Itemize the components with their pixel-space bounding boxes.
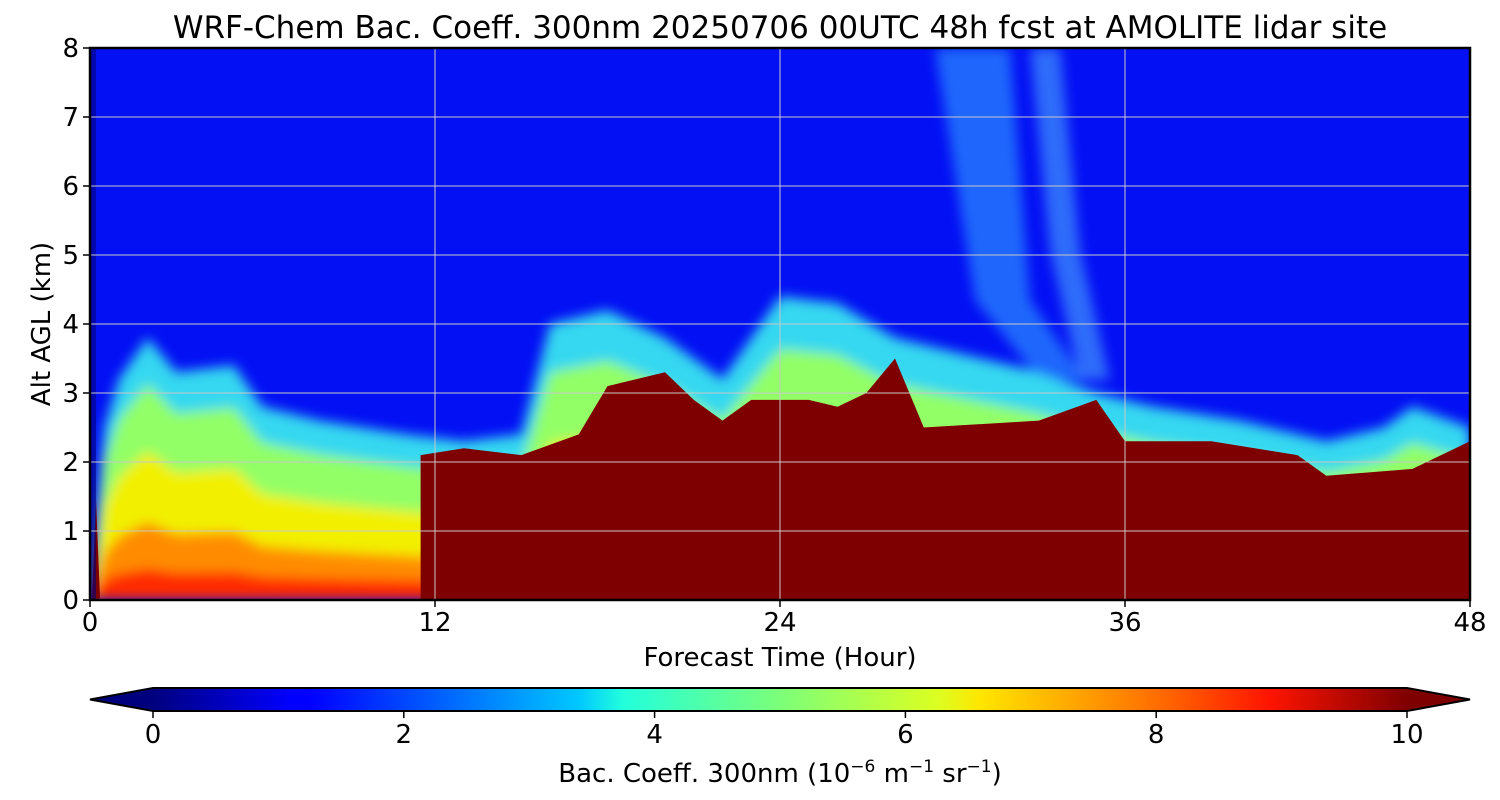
upper-cyan-streak	[935, 48, 1085, 380]
x-axis: 0 12 24 36 48	[82, 600, 1487, 638]
y-tick-label-2: 2	[62, 448, 79, 478]
colorbar-tick-label-5: 10	[1390, 720, 1423, 750]
colorbar-tick-label-0: 0	[145, 720, 162, 750]
gridlines	[90, 48, 1470, 600]
y-axis-label: Alt AGL (km)	[27, 242, 57, 406]
y-tick-label-6: 6	[62, 172, 79, 202]
x-tick-label-1: 12	[418, 608, 451, 638]
y-tick-label-8: 8	[62, 34, 79, 64]
x-tick-label-0: 0	[82, 608, 99, 638]
y-tick-label-3: 3	[62, 379, 79, 409]
chart-title: WRF-Chem Bac. Coeff. 300nm 20250706 00UT…	[173, 10, 1387, 46]
y-tick-label-4: 4	[62, 310, 79, 340]
colorbar-extend-high	[1407, 688, 1470, 711]
y-tick-label-7: 7	[62, 103, 79, 133]
x-tick-label-3: 36	[1108, 608, 1141, 638]
dense-dark-red-layer	[420, 358, 1470, 600]
colorbar-tick-label-3: 6	[897, 720, 914, 750]
x-tick-label-4: 48	[1453, 608, 1486, 638]
colorbar-tick-label-1: 2	[396, 720, 413, 750]
upper-light-streak	[1030, 48, 1110, 380]
x-tick-label-2: 24	[763, 608, 796, 638]
colorbar: 0 2 4 6 8 10 Bac. Coeff. 300nm (10−6 m−1 sr−1…	[89, 687, 1471, 789]
y-tick-label-1: 1	[62, 517, 79, 547]
colorbar-extend-low	[90, 688, 153, 711]
colorbar-tick-label-2: 4	[646, 720, 663, 750]
y-tick-label-0: 0	[62, 586, 79, 616]
x-axis-label: Forecast Time (Hour)	[643, 643, 916, 673]
colorbar-gradient	[153, 688, 1407, 711]
colorbar-ticks: 0 2 4 6 8 10	[145, 711, 1424, 750]
colorbar-tick-label-4: 8	[1148, 720, 1165, 750]
colorbar-label: Bac. Coeff. 300nm (10−6 m−1 sr−1)	[558, 757, 1001, 789]
y-axis: 0 1 2 3 4 5 6 7 8	[62, 34, 90, 616]
y-tick-label-5: 5	[62, 241, 79, 271]
